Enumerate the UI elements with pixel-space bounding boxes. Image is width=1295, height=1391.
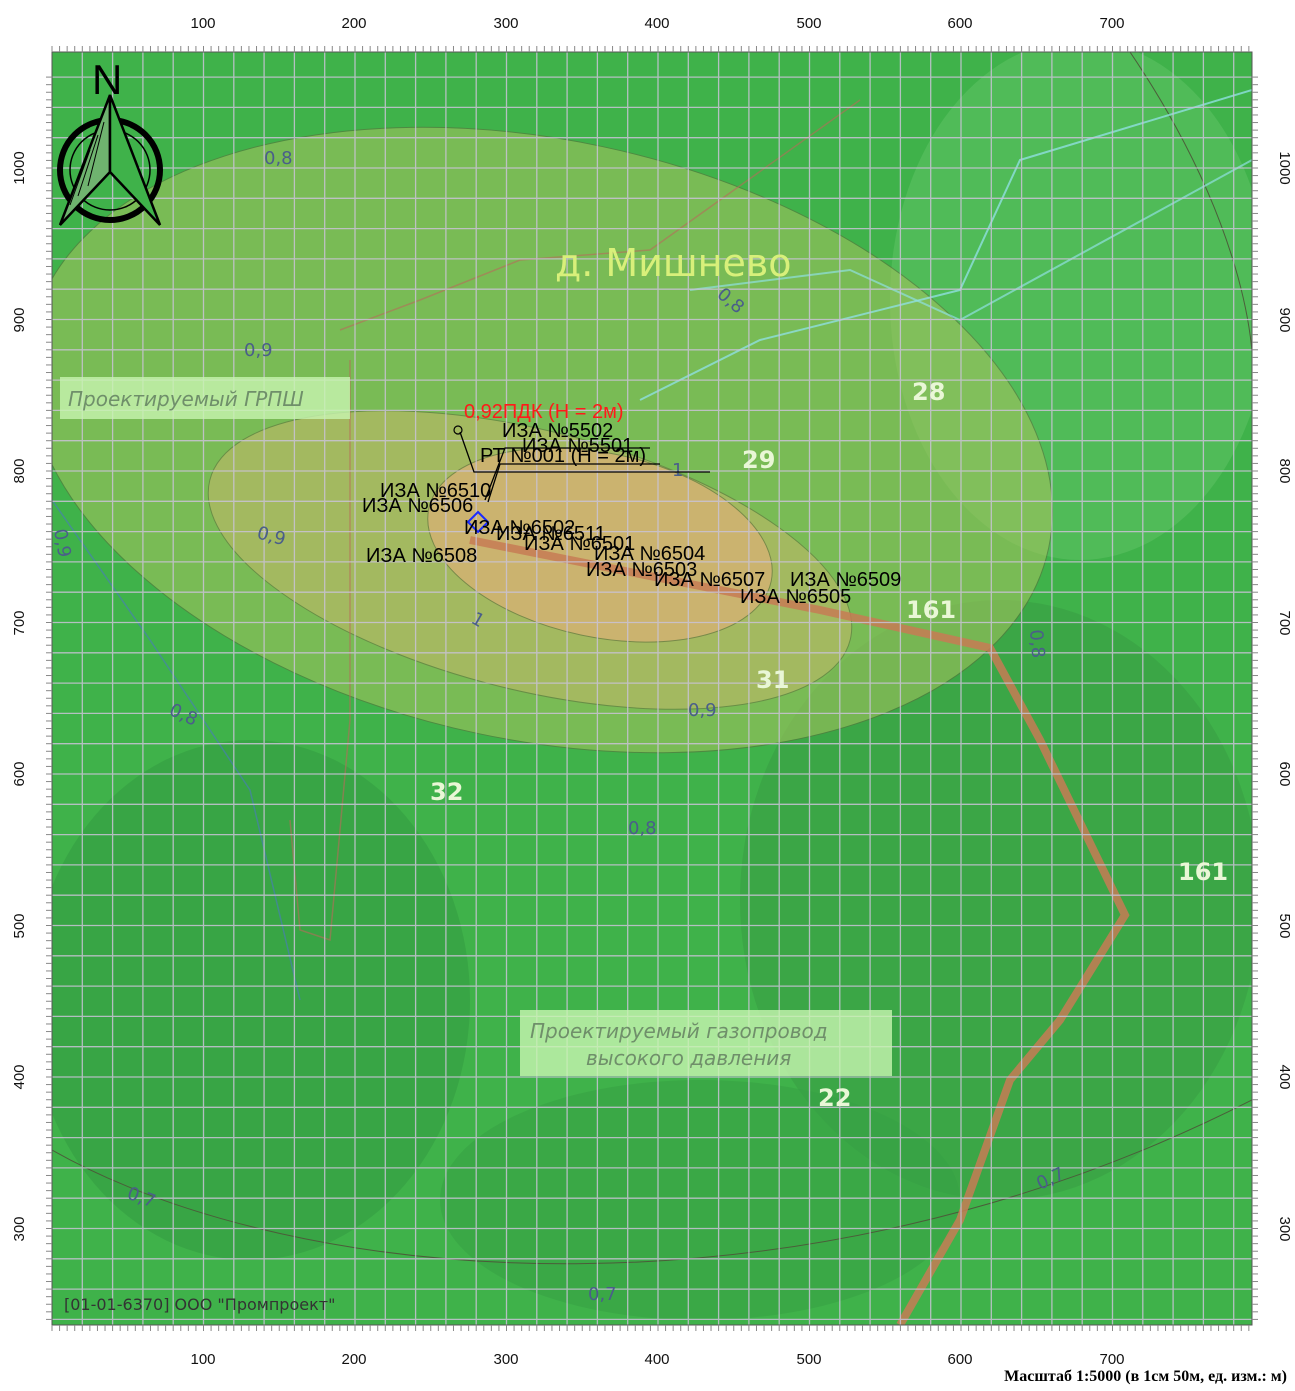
isoline-label: 0,9	[49, 527, 75, 559]
y-tick-label: 500	[11, 913, 28, 938]
x-tick-label: 600	[947, 15, 972, 32]
leader-line	[487, 463, 660, 503]
max-point-marker	[453, 425, 463, 435]
x-tick-label: 200	[341, 1351, 366, 1368]
north-arrow-right	[108, 94, 162, 226]
y-tick-label: 900	[1276, 307, 1293, 332]
pipeline-label-line2: высокого давления	[586, 1046, 791, 1070]
map-frame	[51, 51, 1253, 1326]
pipeline-label-box	[520, 1010, 892, 1076]
isoline-label: 0,8	[264, 148, 293, 169]
source-label: ИЗА №6511	[496, 523, 606, 545]
x-tick-label: 100	[190, 1351, 215, 1368]
property-boundary	[289, 360, 351, 942]
isoline-label: 0,8	[628, 818, 657, 839]
coordinate-grid	[52, 52, 1252, 1325]
x-tick-label: 300	[493, 1351, 518, 1368]
x-tick-label: 700	[1099, 15, 1124, 32]
y-tick-label: 800	[11, 458, 28, 483]
y-tick-label: 400	[1276, 1064, 1293, 1089]
max-concentration-label: 0,92ПДК (H = 2м)	[464, 401, 623, 423]
y-tick-label: 300	[11, 1216, 28, 1241]
pipeline-label-line1: Проектируемый газопровод	[530, 1019, 828, 1043]
source-label: ИЗА №6509	[790, 569, 901, 591]
x-tick-label: 500	[796, 1351, 821, 1368]
plot-number: 28	[912, 378, 945, 406]
forest-patch	[440, 1080, 960, 1320]
source-label: ИЗА №6510	[380, 480, 491, 502]
leader-line	[459, 431, 710, 473]
north-label: N	[92, 56, 122, 103]
source-label: ИЗА №6501	[524, 533, 635, 555]
source-label: ИЗА №6502	[464, 517, 575, 539]
plot-number: 31	[756, 666, 789, 694]
rt-marker	[466, 510, 490, 534]
north-arrow-hatch	[87, 121, 105, 187]
plot-number: 29	[742, 446, 775, 474]
north-arrow-hatch	[77, 134, 99, 197]
source-label: ИЗА №6503	[586, 559, 697, 581]
zone-1	[427, 447, 773, 643]
copyright: [01-01-6370] ООО "Промпроект"	[64, 1295, 335, 1314]
x-tick-label: 100	[190, 15, 215, 32]
y-tick-label: 700	[1276, 610, 1293, 635]
y-tick-label: 600	[1276, 761, 1293, 786]
x-tick-label: 400	[644, 15, 669, 32]
y-axis-left: 1000 900 800 700 600 500 400 300	[11, 151, 28, 1241]
isoline-0-7-outer	[1129, 52, 1252, 400]
source-label: ИЗА №5502	[502, 420, 613, 442]
forest-patch	[52, 740, 470, 1260]
property-boundary	[339, 99, 861, 331]
isoline-label: 0,9	[244, 340, 273, 361]
x-tick-label: 300	[493, 15, 518, 32]
isoline-label: 1	[672, 460, 683, 481]
scale-label: Масштаб 1:5000 (в 1см 50м, ед. изм.: м)	[1004, 1368, 1287, 1385]
y-tick-label: 600	[11, 761, 28, 786]
x-tick-label: 700	[1099, 1351, 1124, 1368]
grpsh-label: Проектируемый ГРПШ	[68, 387, 304, 411]
x-tick-label: 600	[947, 1351, 972, 1368]
y-axis-right: 1000 900 800 700 600 500 400 300	[1276, 151, 1293, 1241]
source-label: ИЗА №6504	[594, 543, 705, 565]
y-tick-label: 400	[11, 1064, 28, 1089]
source-label: ИЗА №6508	[366, 545, 477, 567]
source-label: ИЗА №6506	[362, 495, 473, 517]
plot-number: 32	[430, 778, 463, 806]
ruler-ticks	[46, 46, 1258, 1331]
plot-number: 161	[1178, 858, 1228, 886]
y-tick-label: 1000	[1276, 151, 1293, 184]
source-label: ИЗА №6505	[740, 586, 851, 608]
isoline-label: 0,7	[588, 1284, 617, 1305]
y-tick-label: 800	[1276, 458, 1293, 483]
isoline-0-7	[52, 1099, 1252, 1265]
plot-number: 22	[818, 1084, 851, 1112]
y-tick-label: 900	[11, 307, 28, 332]
north-arrow-hatch	[69, 149, 91, 206]
x-tick-label: 400	[644, 1351, 669, 1368]
x-axis-bottom: 100 200 300 400 500 600 700	[190, 1351, 1124, 1368]
y-tick-label: 1000	[11, 151, 28, 184]
plot-number: 161	[906, 596, 956, 624]
road	[689, 159, 1252, 322]
north-arrow: N	[57, 56, 163, 226]
isoline-label: 0,9	[688, 700, 717, 721]
road	[639, 89, 1252, 401]
leader-line	[484, 447, 650, 501]
y-tick-label: 500	[1276, 913, 1293, 938]
grpsh-label-box	[60, 377, 350, 419]
y-tick-label: 700	[11, 610, 28, 635]
x-axis-top: 100 200 300 400 500 600 700	[190, 15, 1124, 32]
y-tick-label: 300	[1276, 1216, 1293, 1241]
x-tick-label: 500	[796, 15, 821, 32]
source-label: ИЗА №6507	[654, 569, 765, 591]
isoline-label: 0,8	[1025, 629, 1048, 659]
source-label: ИЗА №5501	[522, 435, 633, 457]
x-tick-label: 200	[341, 15, 366, 32]
place-name: д. Мишнево	[555, 241, 792, 285]
rt-label: РТ №001 (H = 2м)	[480, 445, 646, 467]
